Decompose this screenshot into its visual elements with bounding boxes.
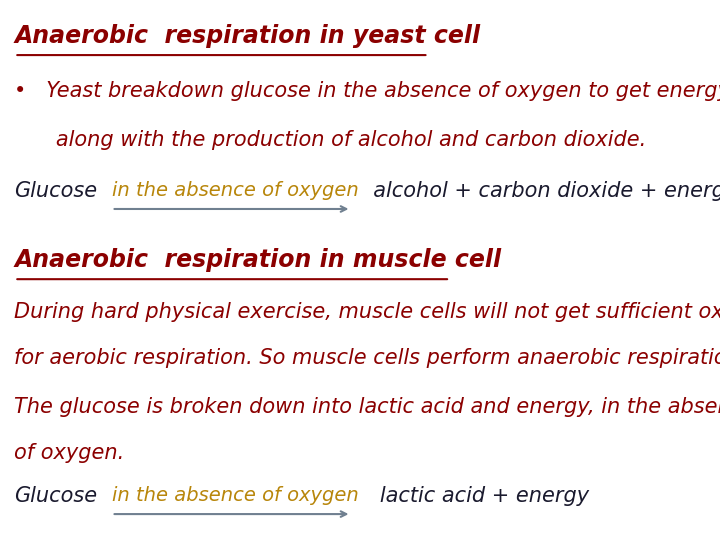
Text: lactic acid + energy: lactic acid + energy	[360, 486, 589, 506]
Text: The glucose is broken down into lactic acid and energy, in the absence: The glucose is broken down into lactic a…	[14, 397, 720, 417]
Text: Anaerobic  respiration in muscle cell: Anaerobic respiration in muscle cell	[14, 248, 502, 272]
Text: Anaerobic  respiration in yeast cell: Anaerobic respiration in yeast cell	[14, 24, 480, 48]
Text: alcohol + carbon dioxide + energy: alcohol + carbon dioxide + energy	[360, 181, 720, 201]
Text: along with the production of alcohol and carbon dioxide.: along with the production of alcohol and…	[36, 130, 647, 150]
Text: in the absence of oxygen: in the absence of oxygen	[112, 486, 359, 505]
Text: Glucose: Glucose	[14, 486, 97, 506]
Text: for aerobic respiration. So muscle cells perform anaerobic respiration.: for aerobic respiration. So muscle cells…	[14, 348, 720, 368]
Text: •   Yeast breakdown glucose in the absence of oxygen to get energy: • Yeast breakdown glucose in the absence…	[14, 81, 720, 101]
Text: During hard physical exercise, muscle cells will not get sufficient oxygen: During hard physical exercise, muscle ce…	[14, 302, 720, 322]
Text: of oxygen.: of oxygen.	[14, 443, 125, 463]
Text: Glucose: Glucose	[14, 181, 97, 201]
Text: in the absence of oxygen: in the absence of oxygen	[112, 181, 359, 200]
